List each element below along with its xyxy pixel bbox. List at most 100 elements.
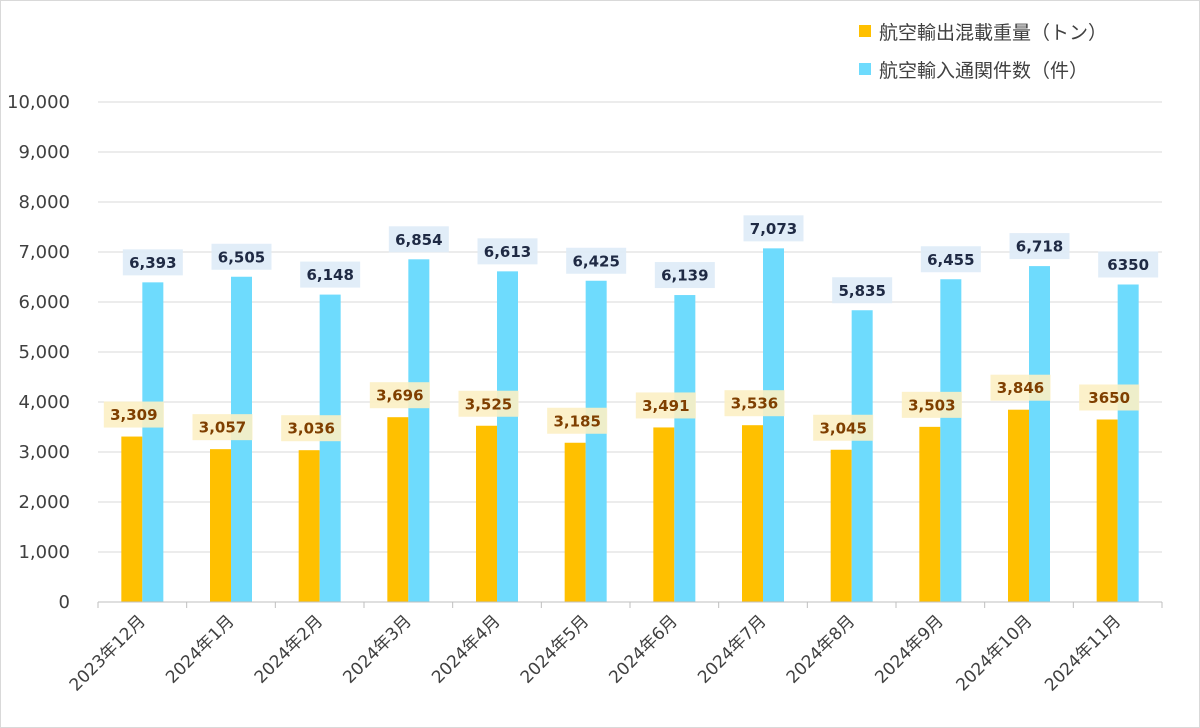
bar-export-weight	[476, 425, 497, 602]
data-label-bg-export-weight	[901, 391, 962, 418]
bar-export-weight	[121, 436, 143, 602]
x-tick-label: 2024年5月	[517, 611, 593, 687]
data-label-import-count: 6,139	[661, 267, 708, 285]
data-label-import-count: 6,718	[1016, 238, 1063, 256]
data-label-bg-import-count	[743, 215, 804, 242]
bar-export-weight	[830, 449, 852, 602]
data-label-export-weight: 3,696	[376, 387, 423, 405]
data-label-bg-export-weight	[724, 390, 785, 417]
bar-export-weight	[742, 425, 763, 602]
data-label-bg-export-weight	[635, 392, 696, 419]
bar-import-count	[319, 294, 341, 602]
x-tick-label: 2023年12月	[66, 611, 150, 695]
x-tick-label: 2024年1月	[162, 611, 238, 687]
bar-import-count	[763, 248, 784, 602]
y-tick-label: 8,000	[18, 192, 70, 213]
bar-export-weight	[919, 426, 941, 602]
data-label-import-count: 7,073	[750, 220, 797, 238]
data-label-export-weight: 3,536	[731, 395, 778, 413]
y-tick-label: 6,000	[18, 292, 70, 313]
data-label-import-count: 6,613	[484, 243, 531, 261]
data-label-bg-import-count	[388, 226, 449, 253]
data-label-import-count: 6,854	[395, 231, 442, 249]
legend: 航空輸出混載重量（トン） 航空輸入通関件数（件）	[859, 19, 1107, 95]
bar-export-weight	[1008, 409, 1029, 602]
x-tick-label: 2024年8月	[783, 611, 859, 687]
data-label-import-count: 6,505	[218, 248, 265, 266]
x-tick-label: 2024年6月	[605, 611, 681, 687]
bar-import-count	[674, 295, 696, 602]
bar-export-weight	[653, 427, 675, 602]
data-label-export-weight: 3,185	[553, 412, 600, 430]
x-tick-label: 2024年3月	[339, 611, 415, 687]
y-tick-label: 9,000	[18, 142, 70, 163]
legend-label-export-weight: 航空輸出混載重量（トン）	[879, 21, 1108, 44]
bar-import-count	[497, 271, 518, 602]
data-label-bg-import-count	[477, 238, 538, 265]
legend-swatch-import-count	[859, 63, 871, 75]
bar-export-weight	[387, 417, 409, 602]
data-label-bg-export-weight	[103, 401, 164, 428]
data-label-import-count: 6350	[1107, 256, 1149, 274]
legend-label-import-count: 航空輸入通関件数（件）	[879, 59, 1089, 82]
y-tick-label: 0	[59, 592, 70, 613]
data-label-export-weight: 3,525	[465, 395, 512, 413]
x-tick-label: 2024年7月	[694, 611, 770, 687]
bar-import-count	[851, 310, 873, 602]
bar-import-count	[1117, 284, 1139, 602]
x-tick-label: 2024年4月	[428, 611, 504, 687]
data-label-export-weight: 3,503	[908, 396, 955, 414]
bar-import-count	[585, 280, 607, 602]
x-tick-label: 2024年11月	[1041, 611, 1125, 695]
data-label-bg-import-count	[211, 243, 272, 270]
legend-swatch-export-weight	[859, 25, 871, 37]
bar-import-count	[142, 282, 164, 602]
y-tick-label: 3,000	[18, 442, 70, 463]
bar-import-count	[1029, 266, 1050, 602]
y-tick-label: 2,000	[18, 492, 70, 513]
y-tick-label: 7,000	[18, 242, 70, 263]
data-label-bg-import-count	[122, 249, 183, 276]
data-label-bg-export-weight	[192, 414, 253, 441]
data-label-bg-export-weight	[281, 415, 342, 442]
data-label-export-weight: 3,846	[997, 379, 1044, 397]
y-tick-label: 1,000	[18, 542, 70, 563]
bar-import-count	[408, 259, 430, 602]
data-label-bg-import-count	[1098, 251, 1159, 278]
bar-import-count	[940, 279, 962, 602]
bar-export-weight	[1096, 419, 1118, 602]
data-label-export-weight: 3,491	[642, 397, 689, 415]
x-tick-label: 2024年2月	[251, 611, 327, 687]
data-label-bg-export-weight	[458, 390, 519, 417]
bar-export-weight	[298, 450, 320, 602]
data-label-import-count: 6,393	[129, 254, 176, 272]
data-label-export-weight: 3,057	[199, 419, 246, 437]
x-tick-label: 2024年9月	[871, 611, 947, 687]
y-tick-label: 5,000	[18, 342, 70, 363]
data-label-bg-import-count	[1009, 233, 1070, 260]
data-label-bg-export-weight	[547, 407, 608, 434]
data-label-bg-export-weight	[990, 374, 1051, 401]
data-label-export-weight: 3,045	[819, 419, 866, 437]
x-tick-label: 2024年10月	[952, 611, 1036, 695]
legend-item-export-weight: 航空輸出混載重量（トン）	[859, 19, 1108, 44]
data-label-bg-export-weight	[1079, 384, 1140, 411]
data-label-export-weight: 3650	[1088, 389, 1130, 407]
data-label-bg-import-count	[300, 261, 361, 288]
data-label-bg-import-count	[832, 277, 893, 304]
data-label-import-count: 6,425	[572, 252, 619, 270]
data-label-export-weight: 3,309	[110, 406, 157, 424]
data-label-import-count: 6,148	[306, 266, 353, 284]
data-label-import-count: 5,835	[838, 282, 885, 300]
y-tick-label: 4,000	[18, 392, 70, 413]
data-label-bg-export-weight	[813, 414, 874, 441]
data-label-bg-import-count	[654, 262, 715, 289]
data-label-export-weight: 3,036	[287, 420, 334, 438]
y-tick-label: 10,000	[7, 92, 70, 113]
data-label-import-count: 6,455	[927, 251, 974, 269]
data-label-bg-import-count	[920, 246, 981, 273]
data-label-bg-import-count	[566, 247, 627, 274]
bar-export-weight	[210, 449, 231, 602]
bar-export-weight	[564, 442, 586, 602]
